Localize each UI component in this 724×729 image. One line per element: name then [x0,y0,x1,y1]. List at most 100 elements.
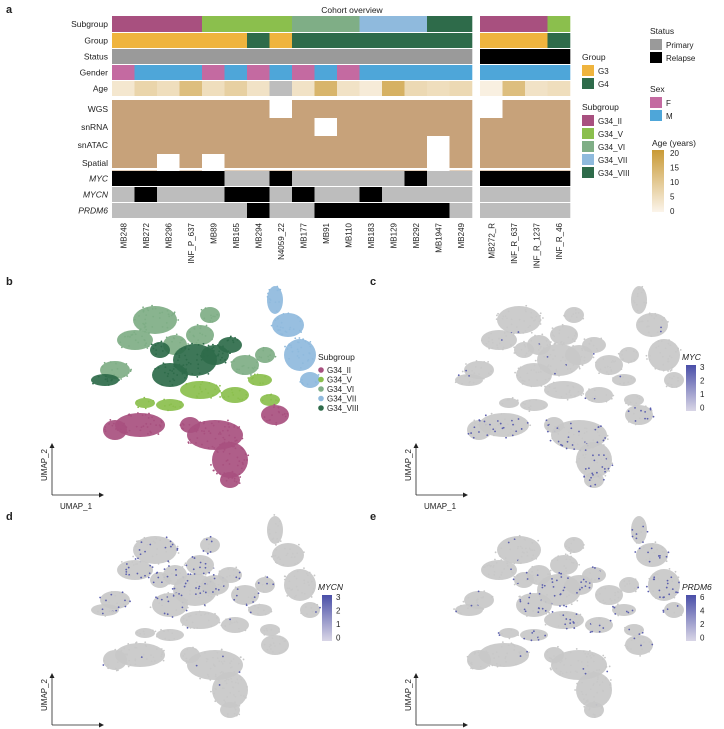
umap-cell-point [588,649,591,652]
umap-cell-point [206,440,209,443]
umap-cell-point [214,675,217,678]
sample-label-MB294: MB294 [254,222,263,248]
umap-cell-point [609,684,612,686]
umap-cell-point [176,579,179,581]
umap-cell-point [309,340,312,343]
umap-cell-point [112,422,115,425]
umap-cell-point [596,431,599,434]
heatmap-cell-status-INF_R_637 [502,49,526,64]
umap-cell-point [165,536,168,539]
umap-cell-point [676,349,679,352]
umap-cell-point [507,433,510,436]
umap-cell-point [670,576,673,579]
umap-cell-point [610,361,613,364]
umap-cell-point [167,372,170,375]
legend-label-F: F [666,99,671,108]
umap-cell-point [535,371,538,374]
umap-cell-point [105,375,107,378]
umap-cell-point [584,449,587,452]
umap-cell-point [176,547,179,550]
umap-cell-point [163,593,166,596]
umap-cell-point [140,656,143,659]
umap-cell-point [134,339,137,342]
umap-cell-point [117,606,120,609]
heatmap-cell-subgroup-MB248 [112,16,135,32]
umap-cell-point [218,684,221,686]
heatmap-cell-age-MB296 [157,81,180,96]
umap-cell-point [482,429,485,432]
umap-cell-point [612,377,614,379]
umap-cell-point [209,320,212,322]
heatmap-cell-snrna-MB272 [134,118,158,136]
umap-cell-point [494,558,496,561]
umap-cell-point [641,631,644,634]
sample-label-MB129: MB129 [389,222,398,248]
umap-cell-point [242,463,244,466]
umap-cluster-G34_V [624,394,644,406]
umap-cell-point [501,632,503,635]
umap-cell-point [560,572,562,575]
umap-cell-point [559,670,562,673]
umap-cell-point [230,361,233,363]
umap-cell-point [531,542,534,544]
umap-cell-point [472,436,475,439]
umap-cell-point [128,429,131,432]
umap-cell-point [561,343,564,346]
umap-cell-point [526,650,528,653]
umap-ylabel: UMAP_2 [40,678,49,711]
umap-cell-point [197,343,200,346]
umap-cell-point [590,622,593,625]
heatmap-cell-myc-MB1947 [427,171,450,186]
umap-cell-point [125,654,128,656]
legend-swatch-Relapse [650,52,662,63]
umap-cell-point [182,364,185,367]
umap-cell-point [576,359,579,362]
umap-cell-point [584,578,587,581]
heatmap-cell-gender-MB91 [314,65,338,80]
umap-cell-point [280,321,283,324]
umap-cell-point [530,331,533,334]
umap-cell-point [120,560,123,563]
umap-cell-point [506,317,508,320]
umap-cell-point [554,355,557,357]
umap-cell-point [147,400,150,403]
umap-cell-point [103,599,106,602]
heatmap-cell-wgs-INF_R_1237 [525,100,548,118]
umap-cell-point [525,571,528,574]
umap-cell-point [238,398,241,401]
umap-cell-point [264,375,266,378]
heatmap-cell-group-MB183 [359,33,383,48]
umap-cell-point [268,583,271,585]
umap-cluster-G34_VII [300,372,320,388]
umap-cell-point [115,669,118,672]
umap-cluster-G34_II [261,405,289,425]
umap-cell-point [612,394,615,397]
legend-title-status: Status [650,26,674,36]
umap-cell-point [238,571,241,574]
umap-cell-point [655,597,657,600]
umap-c-tick-3: 3 [700,363,705,372]
umap-cell-point [538,592,541,595]
umap-cluster-G34_V [156,629,184,641]
umap-cell-point [144,318,147,321]
umap-cell-point [207,392,210,395]
umap-cell-point [247,366,250,369]
heatmap-row-labels: SubgroupGroupStatusGenderAgeWGSsnRNAsnAT… [71,19,109,216]
umap-cell-point [158,602,161,604]
umap-cell-point [235,576,238,579]
umap-cluster-G34_VII [648,569,680,601]
umap-cell-point [570,603,573,606]
umap-cell-point [209,535,212,538]
umap-cell-point [659,330,662,333]
umap-cell-point [234,336,236,339]
umap-cell-point [197,363,200,366]
umap-cell-point [175,609,178,612]
umap-cell-point [596,691,599,694]
umap-cell-point [252,376,254,379]
umap-cell-point [510,628,513,631]
umap-cell-point [300,346,303,349]
umap-cell-point [500,547,503,550]
sample-label-INF_P_637: INF_P_637 [187,222,196,263]
umap-cell-point [164,366,167,369]
umap-cell-point [606,456,609,459]
